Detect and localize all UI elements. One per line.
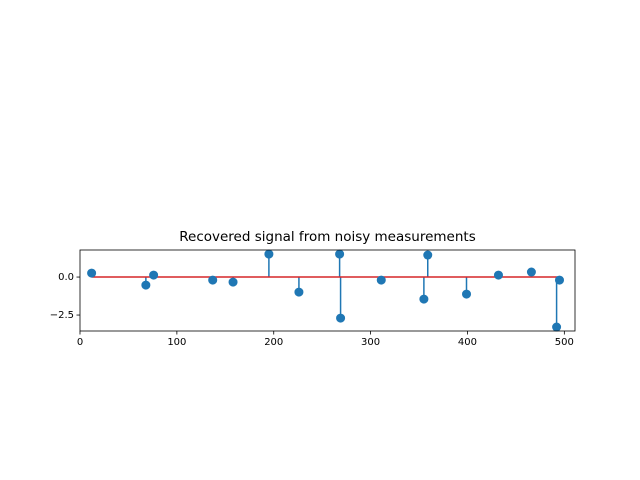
x-tick-label: 300 <box>361 337 380 348</box>
marker <box>87 268 97 278</box>
marker <box>376 275 386 285</box>
marker <box>552 322 562 332</box>
x-tick-label: 100 <box>167 337 186 348</box>
marker <box>462 289 472 299</box>
marker <box>208 275 218 285</box>
x-tick-label: 200 <box>264 337 283 348</box>
marker <box>336 313 346 323</box>
x-tick-label: 500 <box>555 337 574 348</box>
y-tick-label: 0.0 <box>58 272 74 283</box>
marker <box>149 270 159 280</box>
y-tick-label: −2.5 <box>50 310 74 321</box>
marker <box>264 249 274 259</box>
marker <box>493 270 503 280</box>
marker <box>526 267 536 277</box>
chart-title: Recovered signal from noisy measurements <box>179 229 476 245</box>
x-tick-label: 0 <box>77 337 83 348</box>
marker <box>228 277 238 287</box>
marker <box>555 275 565 285</box>
marker <box>419 294 429 304</box>
marker <box>141 280 151 290</box>
marker <box>423 250 433 260</box>
marker <box>335 249 345 259</box>
axes-frame <box>79 249 576 332</box>
marker <box>294 287 304 297</box>
x-tick-label: 400 <box>458 337 477 348</box>
